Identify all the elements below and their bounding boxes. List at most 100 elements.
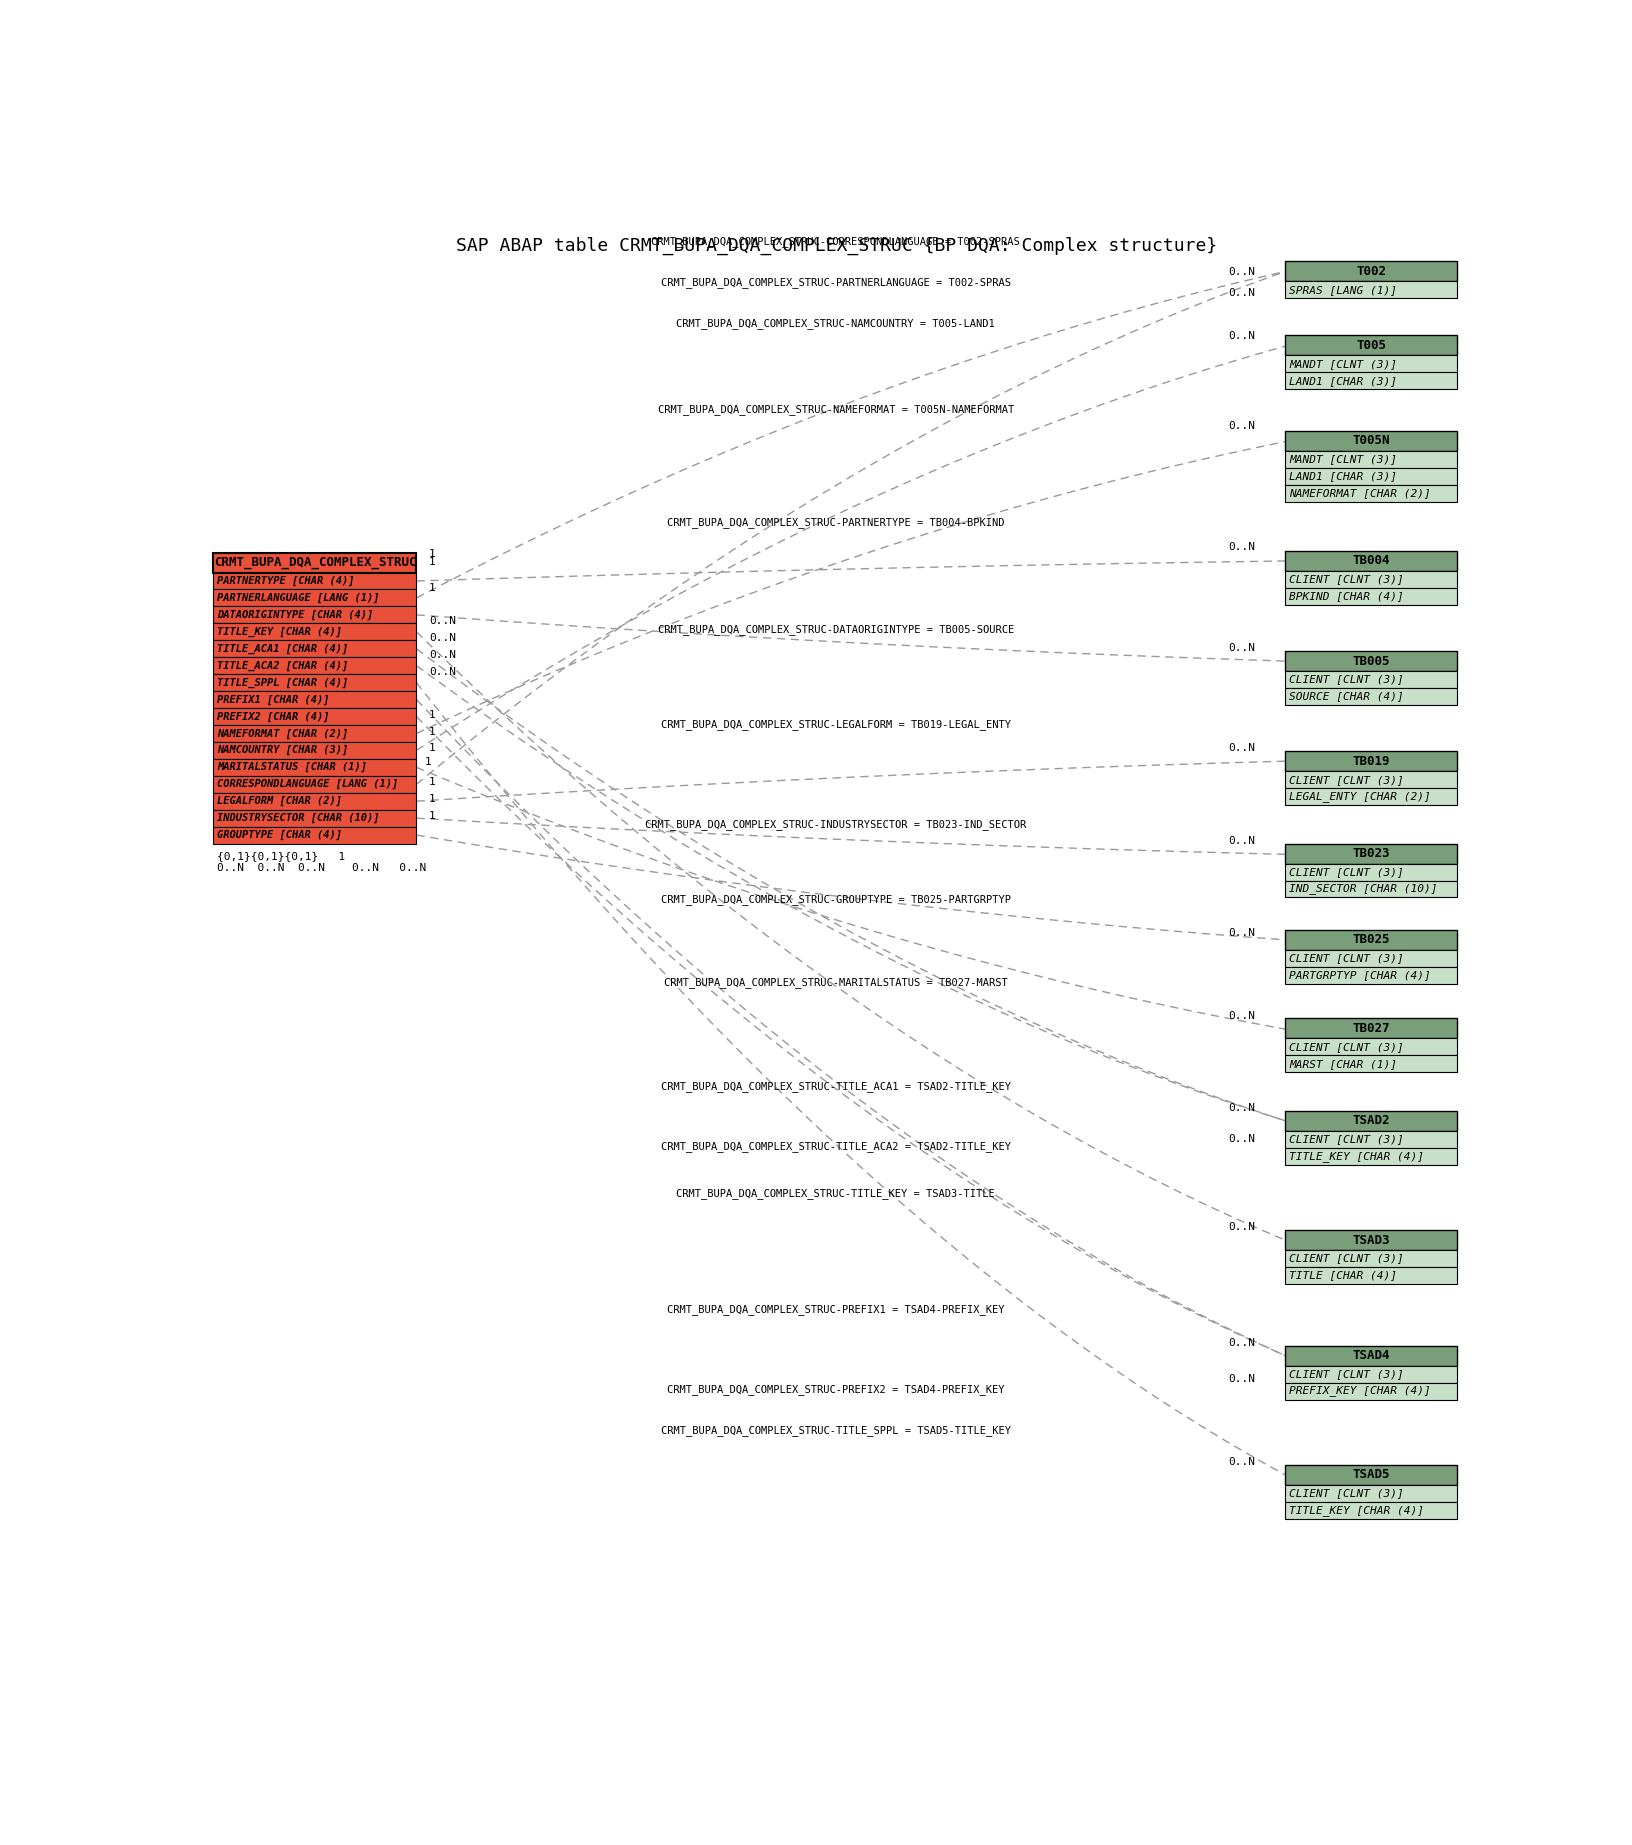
Text: 0..N: 0..N bbox=[1227, 928, 1255, 937]
FancyBboxPatch shape bbox=[1284, 1055, 1456, 1072]
Text: 0..N: 0..N bbox=[1227, 836, 1255, 845]
Text: CRMT_BUPA_DQA_COMPLEX_STRUC-TITLE_KEY = TSAD3-TITLE: CRMT_BUPA_DQA_COMPLEX_STRUC-TITLE_KEY = … bbox=[676, 1188, 994, 1199]
FancyBboxPatch shape bbox=[1284, 688, 1456, 705]
Text: T005N: T005N bbox=[1351, 434, 1389, 446]
FancyBboxPatch shape bbox=[1284, 262, 1456, 282]
FancyBboxPatch shape bbox=[1284, 880, 1456, 897]
Text: CLIENT [CLNT (3)]: CLIENT [CLNT (3)] bbox=[1288, 1489, 1404, 1498]
Text: T002: T002 bbox=[1356, 266, 1386, 279]
FancyBboxPatch shape bbox=[214, 827, 416, 843]
FancyBboxPatch shape bbox=[1284, 651, 1456, 672]
Text: NAMEFORMAT [CHAR (2)]: NAMEFORMAT [CHAR (2)] bbox=[1288, 489, 1430, 498]
FancyBboxPatch shape bbox=[1284, 1465, 1456, 1485]
Text: 0..N: 0..N bbox=[1227, 268, 1255, 277]
Text: 0..N: 0..N bbox=[1227, 330, 1255, 341]
FancyBboxPatch shape bbox=[214, 657, 416, 673]
Text: TB025: TB025 bbox=[1351, 934, 1389, 946]
FancyBboxPatch shape bbox=[1284, 950, 1456, 967]
Text: CLIENT [CLNT (3)]: CLIENT [CLNT (3)] bbox=[1288, 1253, 1404, 1264]
Text: 1: 1 bbox=[429, 812, 436, 821]
Text: 0..N: 0..N bbox=[1227, 1011, 1255, 1020]
Text: CLIENT [CLNT (3)]: CLIENT [CLNT (3)] bbox=[1288, 675, 1404, 684]
Text: T005: T005 bbox=[1356, 339, 1386, 352]
Text: SOURCE [CHAR (4)]: SOURCE [CHAR (4)] bbox=[1288, 692, 1404, 701]
Text: LAND1 [CHAR (3)]: LAND1 [CHAR (3)] bbox=[1288, 376, 1397, 386]
Text: CLIENT [CLNT (3)]: CLIENT [CLNT (3)] bbox=[1288, 954, 1404, 963]
Text: TITLE [CHAR (4)]: TITLE [CHAR (4)] bbox=[1288, 1271, 1397, 1280]
Text: 0..N: 0..N bbox=[1227, 1103, 1255, 1113]
Text: TSAD3: TSAD3 bbox=[1351, 1234, 1389, 1247]
Text: CRMT_BUPA_DQA_COMPLEX_STRUC-LEGALFORM = TB019-LEGAL_ENTY: CRMT_BUPA_DQA_COMPLEX_STRUC-LEGALFORM = … bbox=[661, 720, 1010, 729]
FancyBboxPatch shape bbox=[214, 673, 416, 692]
Text: CRMT_BUPA_DQA_COMPLEX_STRUC-NAMEFORMAT = T005N-NAMEFORMAT: CRMT_BUPA_DQA_COMPLEX_STRUC-NAMEFORMAT =… bbox=[658, 404, 1013, 415]
Text: 0..N: 0..N bbox=[1227, 1458, 1255, 1467]
Text: CRMT_BUPA_DQA_COMPLEX_STRUC: CRMT_BUPA_DQA_COMPLEX_STRUC bbox=[214, 555, 416, 568]
FancyBboxPatch shape bbox=[1284, 1018, 1456, 1039]
Text: BPKIND [CHAR (4)]: BPKIND [CHAR (4)] bbox=[1288, 592, 1404, 601]
FancyBboxPatch shape bbox=[1284, 485, 1456, 502]
Text: MARITALSTATUS [CHAR (1)]: MARITALSTATUS [CHAR (1)] bbox=[217, 762, 367, 773]
FancyBboxPatch shape bbox=[1284, 930, 1456, 950]
Text: 0..N: 0..N bbox=[429, 668, 455, 677]
Text: LEGAL_ENTY [CHAR (2)]: LEGAL_ENTY [CHAR (2)] bbox=[1288, 792, 1430, 803]
Text: NAMEFORMAT [CHAR (2)]: NAMEFORMAT [CHAR (2)] bbox=[217, 729, 348, 738]
Text: 0..N: 0..N bbox=[429, 649, 455, 661]
FancyBboxPatch shape bbox=[1284, 1485, 1456, 1502]
Text: TITLE_ACA2 [CHAR (4)]: TITLE_ACA2 [CHAR (4)] bbox=[217, 661, 348, 672]
FancyBboxPatch shape bbox=[1284, 552, 1456, 570]
Text: TSAD2: TSAD2 bbox=[1351, 1114, 1389, 1127]
Text: 1: 1 bbox=[429, 710, 436, 720]
FancyBboxPatch shape bbox=[1284, 967, 1456, 983]
Text: PARTNERTYPE [CHAR (4)]: PARTNERTYPE [CHAR (4)] bbox=[217, 576, 354, 587]
Text: CRMT_BUPA_DQA_COMPLEX_STRUC-TITLE_SPPL = TSAD5-TITLE_KEY: CRMT_BUPA_DQA_COMPLEX_STRUC-TITLE_SPPL =… bbox=[661, 1426, 1010, 1437]
Text: CLIENT [CLNT (3)]: CLIENT [CLNT (3)] bbox=[1288, 574, 1404, 585]
Text: MARST [CHAR (1)]: MARST [CHAR (1)] bbox=[1288, 1059, 1397, 1068]
FancyBboxPatch shape bbox=[214, 640, 416, 657]
Text: CRMT_BUPA_DQA_COMPLEX_STRUC-PARTNERTYPE = TB004-BPKIND: CRMT_BUPA_DQA_COMPLEX_STRUC-PARTNERTYPE … bbox=[666, 517, 1004, 528]
FancyBboxPatch shape bbox=[1284, 672, 1456, 688]
Text: 1: 1 bbox=[429, 777, 436, 788]
FancyBboxPatch shape bbox=[214, 742, 416, 758]
Text: GROUPTYPE [CHAR (4)]: GROUPTYPE [CHAR (4)] bbox=[217, 830, 343, 839]
Text: CLIENT [CLNT (3)]: CLIENT [CLNT (3)] bbox=[1288, 775, 1404, 784]
Text: TB027: TB027 bbox=[1351, 1022, 1389, 1035]
Text: 1: 1 bbox=[429, 557, 436, 566]
Text: CRMT_BUPA_DQA_COMPLEX_STRUC-NAMCOUNTRY = T005-LAND1: CRMT_BUPA_DQA_COMPLEX_STRUC-NAMCOUNTRY =… bbox=[676, 319, 994, 328]
Text: LAND1 [CHAR (3)]: LAND1 [CHAR (3)] bbox=[1288, 470, 1397, 482]
Text: CRMT_BUPA_DQA_COMPLEX_STRUC-PARTNERLANGUAGE = T002-SPRAS: CRMT_BUPA_DQA_COMPLEX_STRUC-PARTNERLANGU… bbox=[661, 277, 1010, 288]
Text: PREFIX1 [CHAR (4)]: PREFIX1 [CHAR (4)] bbox=[217, 694, 330, 705]
Text: PARTNERLANGUAGE [LANG (1)]: PARTNERLANGUAGE [LANG (1)] bbox=[217, 592, 380, 603]
Text: TB005: TB005 bbox=[1351, 655, 1389, 668]
FancyBboxPatch shape bbox=[1284, 282, 1456, 299]
Text: TB019: TB019 bbox=[1351, 755, 1389, 768]
Text: TITLE_SPPL [CHAR (4)]: TITLE_SPPL [CHAR (4)] bbox=[217, 677, 348, 688]
Text: 0..N: 0..N bbox=[429, 633, 455, 644]
FancyBboxPatch shape bbox=[1284, 1111, 1456, 1131]
FancyBboxPatch shape bbox=[1284, 432, 1456, 450]
FancyBboxPatch shape bbox=[214, 589, 416, 607]
Text: 1: 1 bbox=[429, 727, 436, 736]
FancyBboxPatch shape bbox=[1284, 589, 1456, 605]
FancyBboxPatch shape bbox=[1284, 788, 1456, 804]
Text: 0..N: 0..N bbox=[1227, 1135, 1255, 1144]
FancyBboxPatch shape bbox=[1284, 1345, 1456, 1365]
FancyBboxPatch shape bbox=[1284, 570, 1456, 589]
Text: 0..N: 0..N bbox=[1227, 1375, 1255, 1384]
FancyBboxPatch shape bbox=[1284, 1148, 1456, 1164]
Text: CRMT_BUPA_DQA_COMPLEX_STRUC-CORRESPONDLANGUAGE = T002-SPRAS: CRMT_BUPA_DQA_COMPLEX_STRUC-CORRESPONDLA… bbox=[651, 236, 1020, 247]
FancyBboxPatch shape bbox=[1284, 843, 1456, 863]
FancyBboxPatch shape bbox=[214, 758, 416, 775]
FancyBboxPatch shape bbox=[214, 810, 416, 827]
FancyBboxPatch shape bbox=[1284, 356, 1456, 373]
Text: 0..N: 0..N bbox=[1227, 421, 1255, 432]
Text: 0..N: 0..N bbox=[1227, 1338, 1255, 1349]
Text: CRMT_BUPA_DQA_COMPLEX_STRUC-PREFIX2 = TSAD4-PREFIX_KEY: CRMT_BUPA_DQA_COMPLEX_STRUC-PREFIX2 = TS… bbox=[666, 1384, 1004, 1395]
Text: 1: 1 bbox=[429, 795, 436, 804]
FancyBboxPatch shape bbox=[1284, 771, 1456, 788]
Text: INDUSTRYSECTOR [CHAR (10)]: INDUSTRYSECTOR [CHAR (10)] bbox=[217, 814, 380, 823]
Text: PREFIX2 [CHAR (4)]: PREFIX2 [CHAR (4)] bbox=[217, 712, 330, 721]
Text: TITLE_ACA1 [CHAR (4)]: TITLE_ACA1 [CHAR (4)] bbox=[217, 644, 348, 653]
FancyBboxPatch shape bbox=[1284, 336, 1456, 356]
Text: CLIENT [CLNT (3)]: CLIENT [CLNT (3)] bbox=[1288, 1135, 1404, 1144]
Text: {0,1}{0,1}{0,1}   1: {0,1}{0,1}{0,1} 1 bbox=[217, 851, 346, 862]
